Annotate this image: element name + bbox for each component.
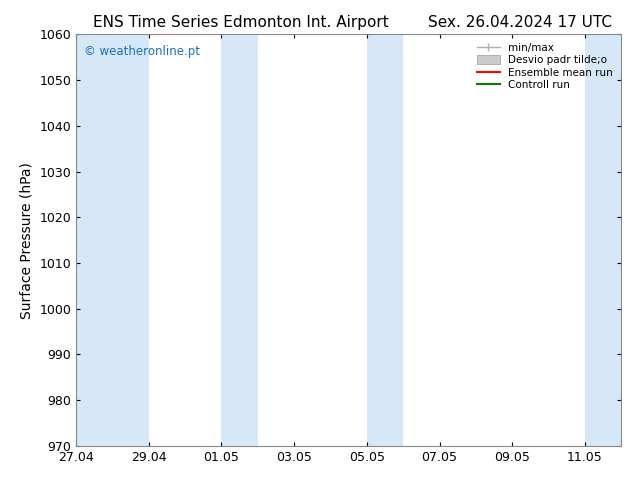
- Bar: [585, 34, 621, 446]
- Bar: [76, 34, 149, 446]
- Bar: [367, 34, 403, 446]
- Text: © weatheronline.pt: © weatheronline.pt: [84, 45, 200, 58]
- Bar: [221, 34, 258, 446]
- Text: ENS Time Series Edmonton Int. Airport: ENS Time Series Edmonton Int. Airport: [93, 15, 389, 30]
- Text: Sex. 26.04.2024 17 UTC: Sex. 26.04.2024 17 UTC: [428, 15, 612, 30]
- Y-axis label: Surface Pressure (hPa): Surface Pressure (hPa): [20, 162, 34, 318]
- Legend: min/max, Desvio padr tilde;o, Ensemble mean run, Controll run: min/max, Desvio padr tilde;o, Ensemble m…: [474, 40, 616, 94]
